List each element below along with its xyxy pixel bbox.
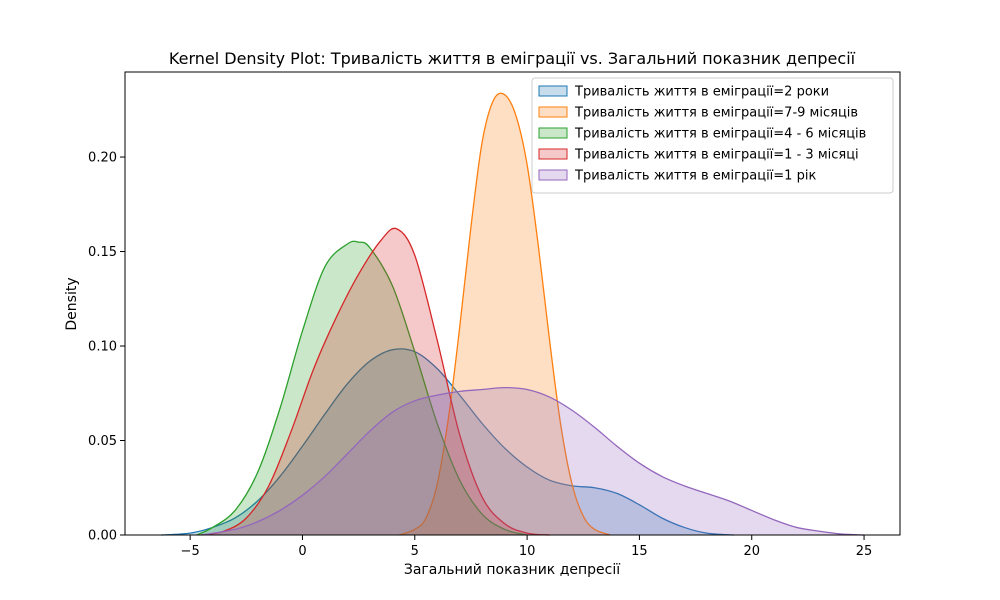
x-tick-label: 15 (631, 544, 648, 559)
legend-swatch (538, 127, 568, 139)
legend-box (531, 77, 894, 194)
legend-label: Тривалість життя в еміграції=7-9 місяців (574, 106, 858, 121)
density-curve-5 (201, 386, 865, 536)
x-tick-label: 20 (743, 544, 760, 559)
legend-label: Тривалість життя в еміграції=1 рік (574, 169, 816, 184)
y-axis-ticks: 0.00 0.05 0.10 0.15 0.20 (88, 151, 125, 544)
legend-label: Тривалість життя в еміграції=1 - 3 місяц… (574, 148, 859, 163)
legend-label: Тривалість життя в еміграції=4 - 6 місяц… (574, 127, 866, 142)
legend-swatch (538, 148, 568, 160)
density-fill-1 (160, 348, 734, 535)
y-tick-label: 0.10 (88, 340, 117, 355)
x-tick-label: 0 (298, 544, 306, 559)
x-tick-label: −5 (181, 544, 200, 559)
x-axis-label: Загальний показник депресії (404, 562, 620, 578)
density-fill-5 (201, 387, 865, 535)
density-curve-4 (201, 227, 550, 536)
density-fill-2 (399, 93, 611, 535)
density-fill-4 (201, 228, 550, 535)
density-curve-2 (398, 92, 611, 536)
density-curve-1 (160, 348, 734, 536)
x-tick-label: 25 (856, 544, 873, 559)
y-axis-label: Density (64, 277, 80, 330)
x-axis-ticks: −5 0 5 10 15 20 25 (181, 535, 873, 559)
chart-title: Kernel Density Plot: Тривалість життя в … (169, 49, 856, 68)
x-tick-label: 10 (519, 544, 536, 559)
legend-swatch (538, 85, 568, 97)
legend-swatch (538, 169, 568, 181)
density-areas (160, 92, 865, 536)
y-tick-label: 0.00 (88, 529, 117, 544)
density-curve-3 (196, 240, 528, 536)
legend: Тривалість життя в еміграції=2 роки Трива… (531, 77, 894, 194)
y-tick-label: 0.05 (88, 434, 117, 449)
legend-swatch (538, 106, 568, 118)
legend-label: Тривалість життя в еміграції=2 роки (574, 85, 829, 100)
plot-frame (124, 71, 901, 536)
y-tick-label: 0.20 (88, 151, 117, 166)
x-tick-label: 5 (411, 544, 419, 559)
y-tick-label: 0.15 (88, 245, 117, 260)
